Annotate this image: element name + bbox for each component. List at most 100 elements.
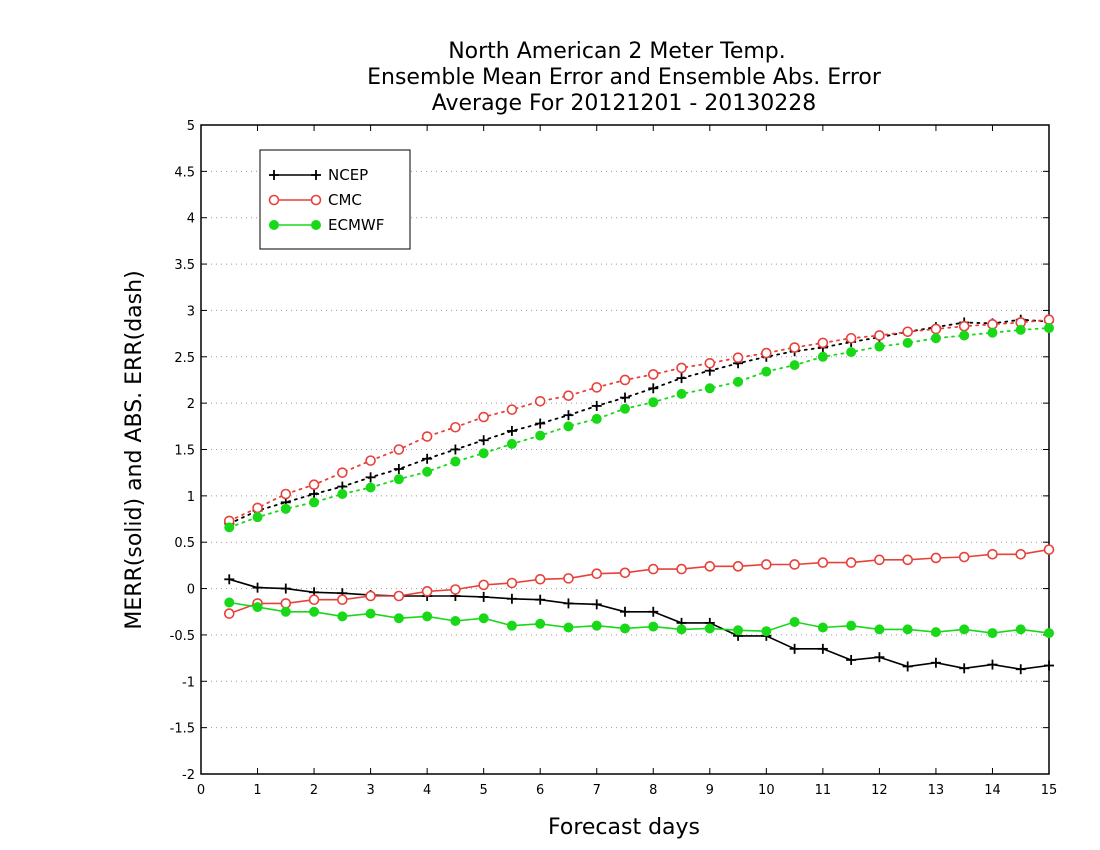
y-tick-label: 1 bbox=[187, 490, 195, 505]
series-ncep-merr-point bbox=[620, 606, 630, 617]
series-ncep-abs-err-point bbox=[506, 425, 517, 436]
series-ncep-merr-point bbox=[874, 652, 885, 663]
series-ecmwf-merr-point bbox=[478, 613, 489, 624]
x-tick-label: 9 bbox=[706, 783, 714, 798]
series-cmc-merr-point bbox=[817, 557, 829, 568]
series-ecmwf-abs-err-line bbox=[228, 327, 1050, 529]
x-tick-label: 7 bbox=[593, 783, 601, 798]
series-ncep-merr-point bbox=[478, 591, 489, 602]
series-cmc-abs-err-point bbox=[421, 431, 433, 442]
series-ecmwf-abs-err-point bbox=[1015, 324, 1026, 335]
series-ecmwf-abs-err-point bbox=[535, 430, 546, 441]
series-cmc-abs-err-point bbox=[704, 357, 716, 369]
series-ncep-abs-err-point bbox=[591, 400, 602, 411]
y-tick-label: 4.5 bbox=[174, 165, 195, 180]
series-ecmwf-abs-err-point bbox=[591, 413, 602, 424]
series-cmc-merr-point bbox=[704, 561, 716, 572]
x-tick-label: 13 bbox=[928, 783, 945, 798]
legend-marker bbox=[268, 194, 280, 206]
series-ecmwf-merr-point bbox=[846, 620, 857, 631]
series-cmc-merr-point bbox=[987, 548, 998, 560]
x-tick-label: 10 bbox=[758, 783, 775, 798]
series-ecmwf-merr-point bbox=[224, 597, 235, 608]
legend-label: NCEP bbox=[328, 166, 368, 184]
legend-item-cmc: CMC bbox=[268, 191, 362, 209]
series-cmc-abs-err-point bbox=[252, 502, 263, 514]
series-ecmwf-abs-err-point bbox=[761, 366, 772, 377]
series-cmc-merr-line bbox=[229, 548, 1050, 615]
series-cmc-merr-point bbox=[874, 554, 885, 566]
legend-marker bbox=[269, 170, 279, 180]
series-cmc-abs-err-point bbox=[987, 319, 998, 330]
series-ecmwf-abs-err-point bbox=[365, 482, 376, 493]
series-cmc-abs-err-point bbox=[902, 326, 913, 338]
y-tick-label: -1.5 bbox=[170, 722, 195, 737]
series-ncep-abs-err-point bbox=[309, 489, 320, 500]
series-cmc-abs-err-point bbox=[365, 455, 376, 466]
series-ncep-merr-point bbox=[1044, 660, 1054, 671]
series-ncep-merr-point bbox=[959, 663, 970, 674]
series-cmc-merr-point bbox=[619, 567, 631, 579]
series-cmc-merr-point bbox=[534, 573, 546, 585]
series-ecmwf-abs-err-point bbox=[874, 341, 885, 352]
series-cmc-abs-err-point bbox=[732, 352, 744, 364]
series-cmc-abs-err-line bbox=[228, 318, 1050, 522]
title-line-3: Average For 20121201 - 20130228 bbox=[432, 91, 817, 116]
legend: NCEP CMC ECMWF bbox=[259, 149, 411, 250]
y-tick-label: 3.5 bbox=[174, 258, 195, 273]
x-tick-label: 2 bbox=[310, 783, 318, 798]
series-ecmwf-abs-err-point bbox=[704, 383, 715, 394]
series-cmc-abs-err-point bbox=[619, 374, 631, 386]
title-line-2: Ensemble Mean Error and Ensemble Abs. Er… bbox=[367, 65, 882, 90]
series-ecmwf-merr-point bbox=[704, 623, 715, 634]
series-ecmwf-abs-err-point bbox=[620, 403, 630, 414]
series-ncep-merr-point bbox=[902, 661, 913, 672]
series-ecmwf-abs-err-point bbox=[733, 376, 744, 387]
series-cmc-abs-err-point bbox=[647, 369, 659, 380]
series-cmc-merr-point bbox=[930, 552, 942, 564]
series-ecmwf-merr-point bbox=[902, 624, 913, 635]
series-ecmwf-merr-point bbox=[393, 613, 404, 624]
series-ecmwf-abs-err-point bbox=[422, 466, 433, 477]
y-tick-label: -2 bbox=[182, 768, 195, 783]
series-ecmwf-abs-err-point bbox=[252, 512, 263, 523]
y-tick-label: 2.5 bbox=[174, 351, 195, 366]
x-tick-label: 0 bbox=[197, 783, 205, 798]
series-cmc-abs-err-point bbox=[450, 421, 461, 433]
series-ecmwf-abs-err-point bbox=[280, 503, 291, 514]
legend-label: ECMWF bbox=[328, 216, 384, 234]
series-ecmwf-merr-line bbox=[229, 601, 1050, 634]
series-ncep-merr-point bbox=[789, 643, 800, 654]
series-cmc-merr-point bbox=[365, 590, 376, 602]
series-ecmwf-abs-err-point bbox=[478, 448, 489, 459]
series-ecmwf-abs-err-point bbox=[987, 327, 998, 338]
series-ecmwf-abs-err-point bbox=[648, 397, 659, 408]
series-ncep-merr-point bbox=[252, 582, 263, 593]
series-ecmwf-merr-point bbox=[422, 611, 433, 622]
series-ecmwf-abs-err-point bbox=[930, 333, 941, 344]
series-ecmwf-merr-point bbox=[874, 624, 885, 635]
chart-title: North American 2 Meter Temp. Ensemble Me… bbox=[367, 39, 882, 116]
legend-marker bbox=[311, 170, 321, 180]
series-cmc-merr-point bbox=[1015, 548, 1027, 560]
y-tick-label: 0 bbox=[187, 583, 195, 598]
y-tick-label: 2 bbox=[187, 397, 195, 412]
series-ncep-abs-err-point bbox=[648, 383, 659, 394]
series-cmc-merr-point bbox=[478, 579, 489, 591]
series-cmc-abs-err-point bbox=[817, 337, 829, 349]
series-cmc-abs-err-point bbox=[337, 467, 348, 478]
series-ecmwf-abs-err-point bbox=[393, 474, 404, 485]
series-ecmwf-abs-err-point bbox=[224, 522, 235, 533]
series-ncep-merr-point bbox=[1015, 664, 1026, 675]
series-cmc-abs-err-point bbox=[308, 479, 320, 491]
series-ncep-abs-err-point bbox=[620, 392, 630, 403]
x-axis-label: Forecast days bbox=[548, 815, 700, 840]
x-tick-label: 1 bbox=[253, 783, 261, 798]
y-tick-label: 4 bbox=[187, 212, 195, 227]
series-ecmwf-merr-point bbox=[365, 608, 376, 619]
series-ncep-abs-err-point bbox=[422, 453, 433, 464]
series-ncep-merr-point bbox=[648, 606, 659, 617]
series-ecmwf-merr-point bbox=[337, 611, 348, 622]
series-ecmwf-merr-point bbox=[648, 621, 659, 632]
